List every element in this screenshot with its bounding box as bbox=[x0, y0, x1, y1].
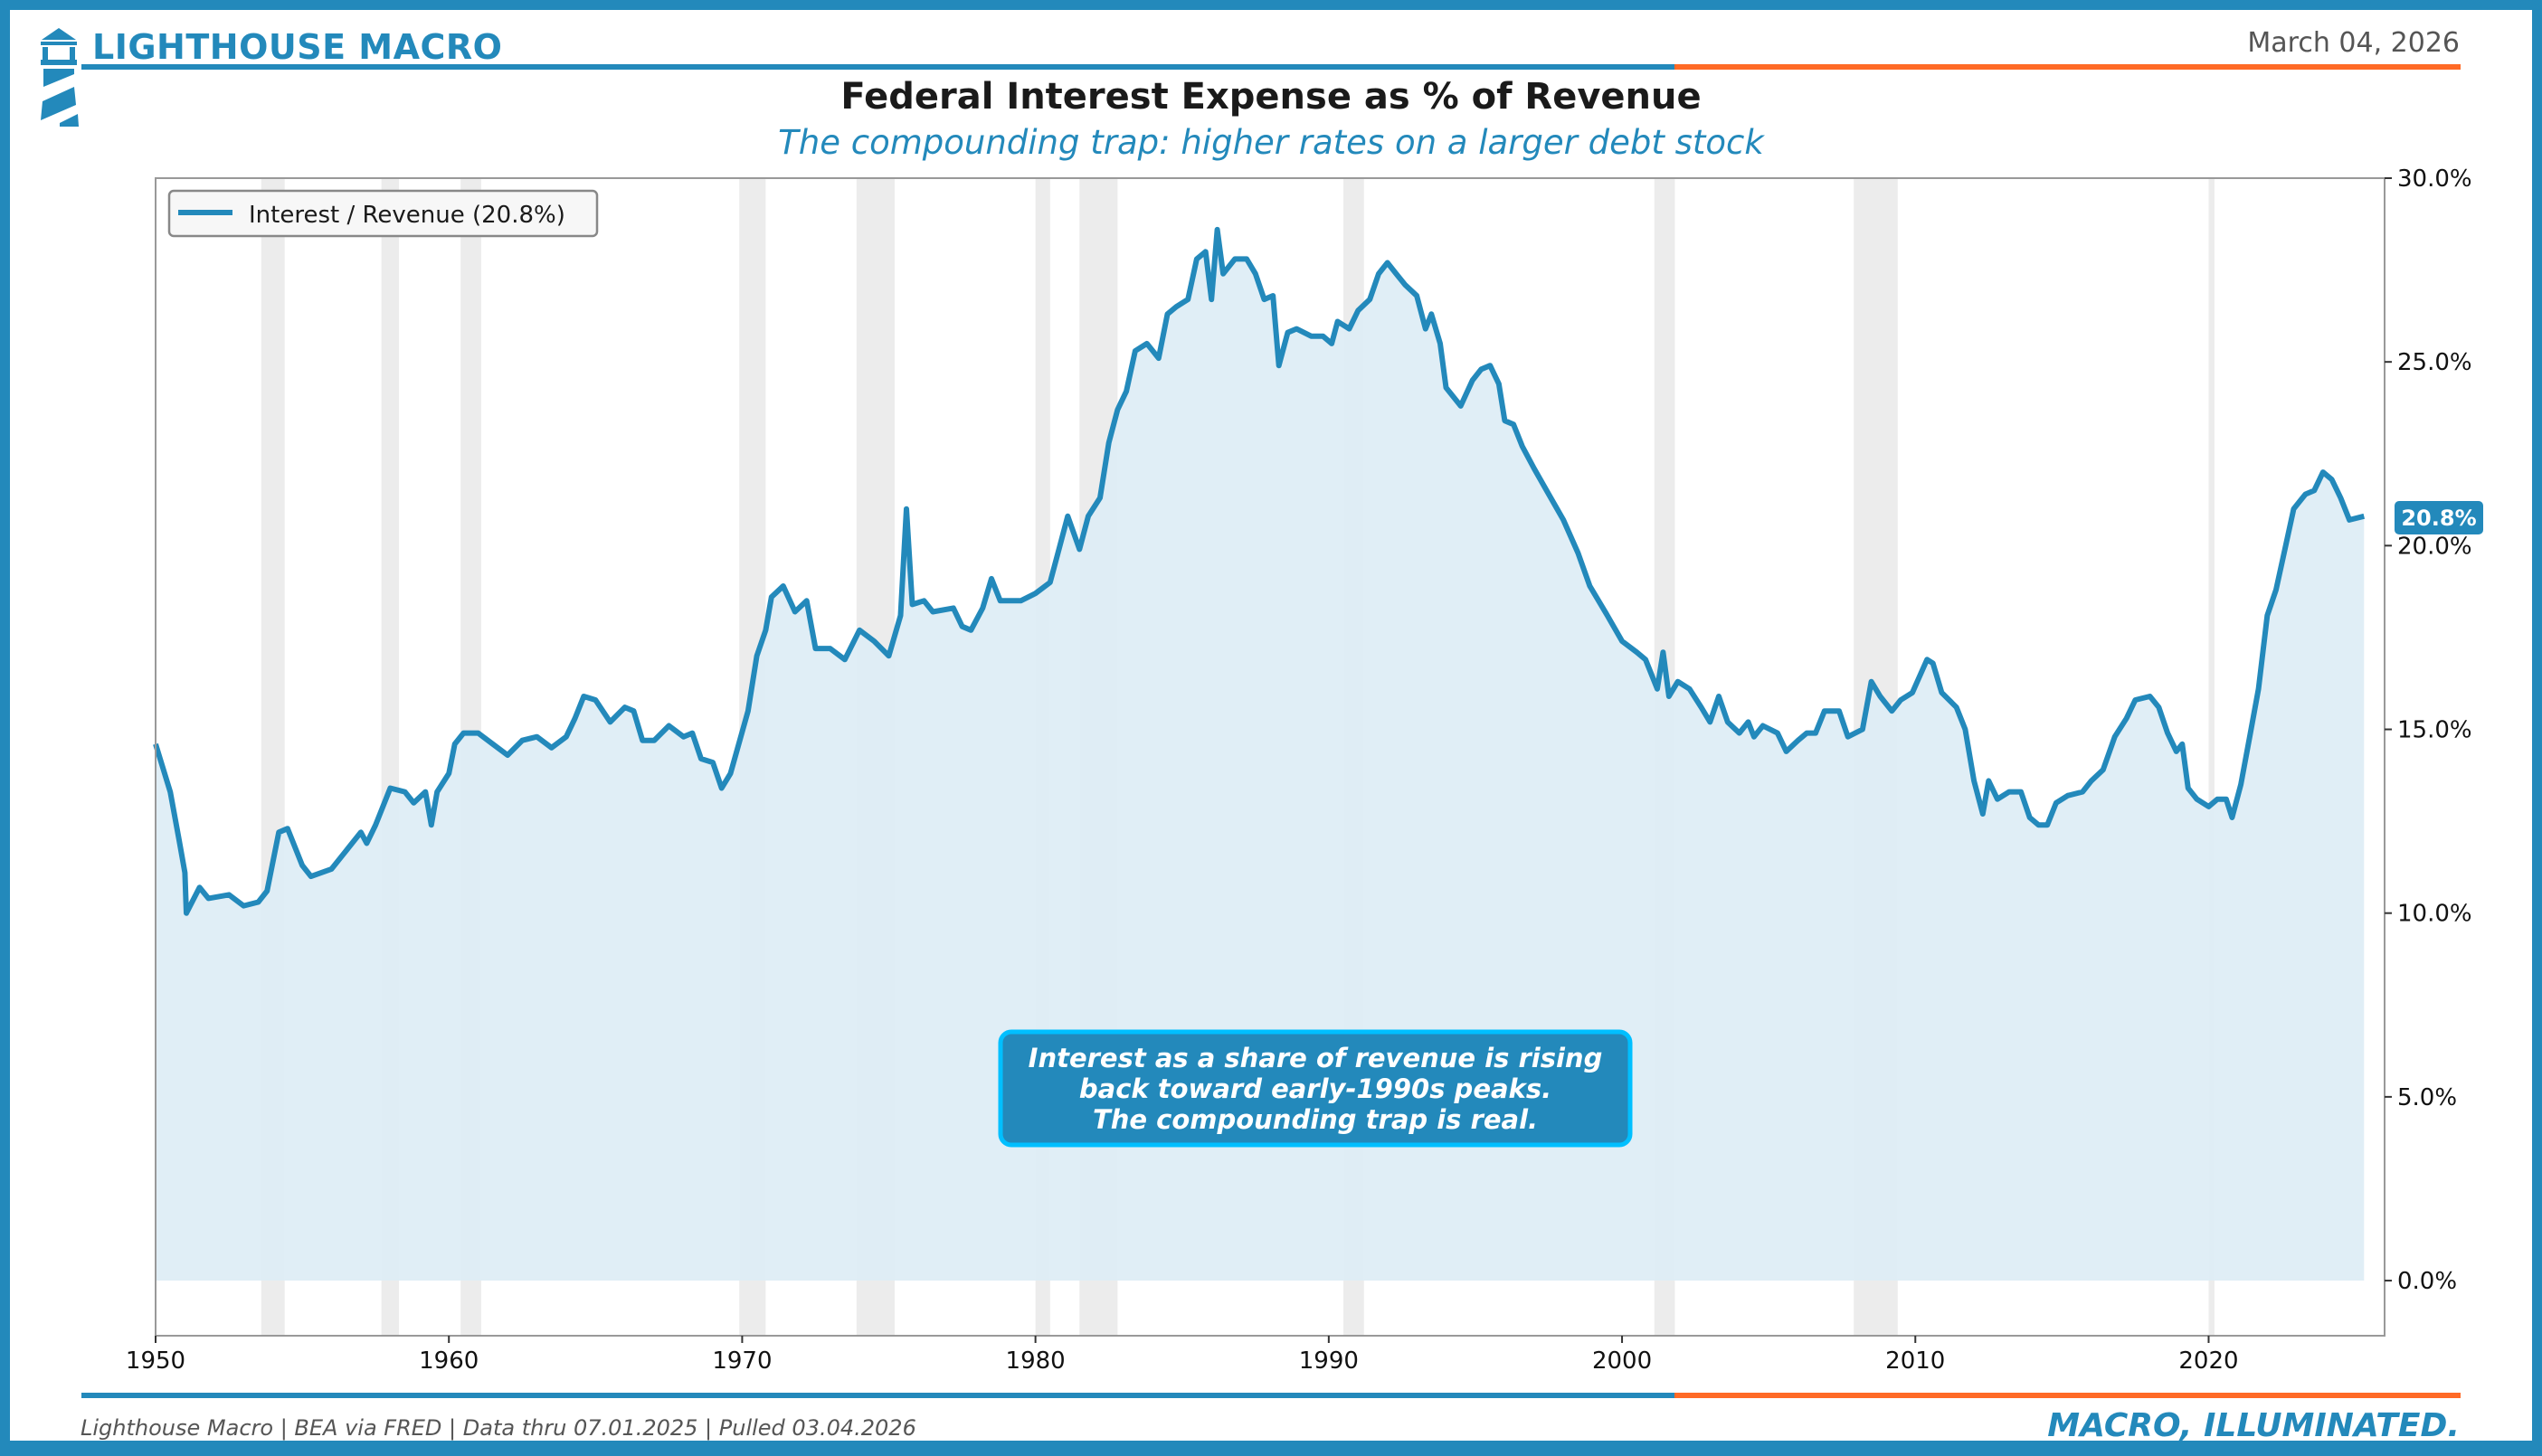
header-rule-orange bbox=[1674, 64, 2461, 70]
y-tick-label: 0.0% bbox=[2397, 1268, 2457, 1295]
y-tick-label: 10.0% bbox=[2397, 901, 2472, 928]
y-tick-label: 20.0% bbox=[2397, 533, 2472, 560]
end-value-label: 20.8% bbox=[2395, 501, 2483, 534]
chart-subtitle: The compounding trap: higher rates on a … bbox=[778, 123, 1764, 162]
x-tick-label: 1960 bbox=[419, 1347, 479, 1375]
footer-tagline: MACRO, ILLUMINATED. bbox=[2047, 1407, 2460, 1444]
annotation-line: back toward early-1990s peaks. bbox=[1079, 1073, 1551, 1104]
y-tick-label: 15.0% bbox=[2397, 717, 2472, 744]
x-tick-label: 1990 bbox=[1299, 1347, 1359, 1375]
brand-name: LIGHTHOUSE MACRO bbox=[92, 27, 503, 67]
footer-source: Lighthouse Macro | BEA via FRED | Data t… bbox=[81, 1415, 916, 1441]
x-axis: 1950 1960 1970 1980 1990 2000 2010 2020 bbox=[126, 1336, 2239, 1375]
series-area-fill bbox=[156, 229, 2365, 1281]
recession-band bbox=[2208, 178, 2215, 1336]
annotation-box: Interest as a share of revenue is rising… bbox=[998, 1029, 1633, 1148]
x-tick-label: 2010 bbox=[1885, 1347, 1945, 1375]
y-tick-label: 30.0% bbox=[2397, 165, 2472, 193]
annotation-line: The compounding trap is real. bbox=[1093, 1104, 1538, 1135]
y-tick-label: 5.0% bbox=[2397, 1084, 2457, 1111]
end-value-text: 20.8% bbox=[2401, 506, 2476, 531]
y-axis: 0.0% 5.0% 10.0% 15.0% 20.0% 25.0% 30.0% bbox=[2385, 165, 2472, 1295]
chart-title: Federal Interest Expense as % of Revenue bbox=[840, 76, 1702, 118]
report-date: March 04, 2026 bbox=[2247, 27, 2460, 59]
x-tick-label: 1950 bbox=[126, 1347, 185, 1375]
x-tick-label: 1980 bbox=[1006, 1347, 1066, 1375]
plot-frame bbox=[155, 177, 2385, 1337]
legend: Interest / Revenue (20.8%) bbox=[167, 189, 599, 238]
header-rule-blue bbox=[81, 64, 1674, 70]
footer-rule-blue bbox=[81, 1393, 1674, 1398]
annotation-line: Interest as a share of revenue is rising bbox=[1029, 1043, 1603, 1073]
footer-rule-orange bbox=[1674, 1393, 2461, 1398]
series-line-interest-revenue bbox=[153, 226, 2366, 916]
y-tick-label: 25.0% bbox=[2397, 349, 2472, 376]
x-tick-label: 2000 bbox=[1592, 1347, 1652, 1375]
x-tick-label: 1970 bbox=[712, 1347, 772, 1375]
legend-label: Interest / Revenue (20.8%) bbox=[249, 202, 565, 229]
lighthouse-logo-icon bbox=[41, 28, 79, 127]
x-tick-label: 2020 bbox=[2178, 1347, 2238, 1375]
